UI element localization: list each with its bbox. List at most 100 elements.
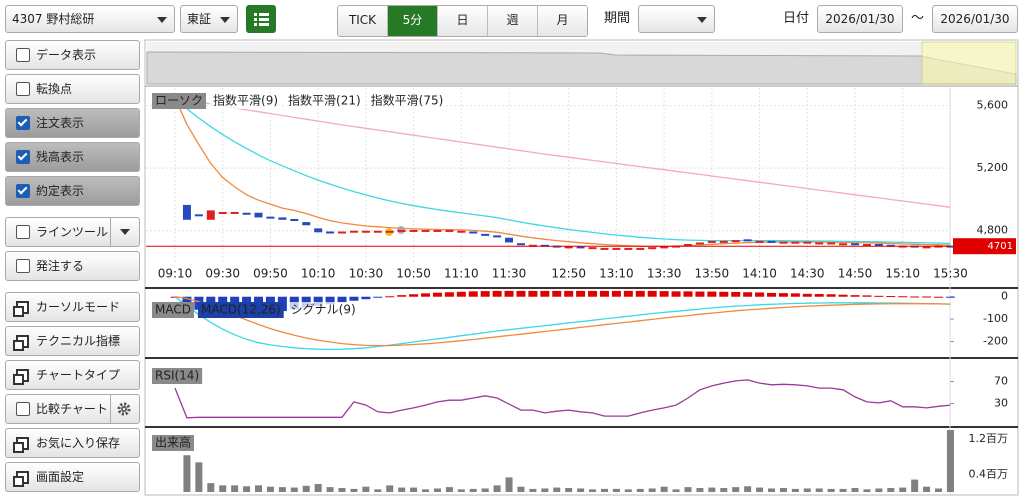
histogram-bar <box>444 292 454 297</box>
y-tick-label: 0.4百万 <box>969 467 1009 480</box>
volume-bar <box>445 487 453 492</box>
symbol-select[interactable]: 4307 野村総研 <box>5 5 175 33</box>
legend-label: 指数平滑(75) <box>371 93 444 108</box>
volume-bar <box>696 488 704 492</box>
menu-label: 約定表示 <box>36 184 85 198</box>
legend-label: MACD(12,26) <box>201 303 281 317</box>
histogram-bar <box>743 292 753 297</box>
candle <box>803 241 812 244</box>
menu-button[interactable]: テクニカル指標 <box>5 326 140 356</box>
legend-box <box>285 93 364 109</box>
series-line <box>174 379 951 419</box>
volume-bar <box>422 489 430 492</box>
candle <box>779 241 788 244</box>
menu-button[interactable]: カーソルモード <box>5 292 140 322</box>
histogram-bar <box>671 291 681 297</box>
histogram-bar <box>755 292 765 297</box>
x-tick-label: 14:10 <box>742 267 777 281</box>
x-tick-label: 14:30 <box>790 267 825 281</box>
candle <box>624 247 633 250</box>
menu-label: 転換点 <box>36 82 73 96</box>
volume-bar <box>541 488 549 492</box>
navigator-window[interactable] <box>921 41 1017 85</box>
volume-bar <box>207 483 215 492</box>
list-button[interactable] <box>246 5 276 33</box>
market-select[interactable]: 東証 <box>180 5 238 33</box>
candle <box>433 229 442 232</box>
histogram-bar <box>647 290 657 297</box>
candle <box>290 219 299 221</box>
tab[interactable]: 週 <box>488 6 538 36</box>
volume-bar <box>362 486 370 492</box>
menu-button[interactable]: 比較チャート <box>5 394 140 424</box>
histogram-bar <box>886 296 896 298</box>
menu-label: 画面設定 <box>36 470 85 484</box>
menu-button[interactable]: ラインツール <box>5 217 140 247</box>
tab[interactable]: 月 <box>538 6 587 36</box>
histogram-bar <box>552 290 562 297</box>
volume-bar <box>266 486 274 492</box>
candle <box>218 211 227 214</box>
histogram-bar <box>516 290 526 297</box>
candle <box>349 230 358 233</box>
period-select[interactable] <box>638 5 715 33</box>
gear-icon[interactable] <box>116 401 132 417</box>
date-to[interactable]: 2026/01/30 <box>932 5 1018 33</box>
candle <box>457 230 466 233</box>
candle <box>576 246 585 249</box>
menu-button[interactable]: 残高表示 <box>5 142 140 172</box>
menu-button[interactable]: 約定表示 <box>5 176 140 206</box>
candle <box>326 231 335 234</box>
volume-bar <box>386 485 394 492</box>
menu-label: ラインツール <box>36 225 109 239</box>
x-tick-label: 11:30 <box>492 267 527 281</box>
menu-button[interactable]: 転換点 <box>5 74 140 104</box>
volume-bar <box>219 485 227 492</box>
volume-bar <box>827 488 835 492</box>
menu-button[interactable]: データ表示 <box>5 40 140 70</box>
candle <box>564 246 573 249</box>
menu-button[interactable]: 画面設定 <box>5 462 140 492</box>
x-tick-label: 10:10 <box>301 267 336 281</box>
candle <box>409 229 418 232</box>
histogram-bar <box>767 292 776 297</box>
tab[interactable]: 日 <box>438 6 488 36</box>
volume-bar <box>517 486 525 492</box>
period-label: 期間 <box>604 11 631 26</box>
candle <box>600 247 609 250</box>
candle <box>254 212 263 218</box>
histogram-bar <box>922 296 932 298</box>
menu-label: データ表示 <box>36 48 97 62</box>
volume-bar <box>469 488 477 492</box>
volume-bar <box>672 489 680 492</box>
y-tick-label: 0 <box>1001 290 1008 303</box>
histogram-bar <box>313 296 323 306</box>
volume-bar <box>648 488 656 492</box>
tab[interactable]: 5分 <box>388 6 438 36</box>
menu-button[interactable]: 発注する <box>5 251 140 281</box>
histogram-bar <box>623 290 633 297</box>
histogram-bar <box>480 291 490 297</box>
histogram-bar <box>349 296 359 301</box>
tab[interactable]: TICK <box>338 6 388 36</box>
candle <box>469 231 478 234</box>
candle <box>767 240 776 243</box>
menu-button[interactable]: チャートタイプ <box>5 360 140 390</box>
menu-label: 発注する <box>36 259 85 273</box>
date-from[interactable]: 2026/01/30 <box>817 5 903 33</box>
menu-button[interactable]: 注文表示 <box>5 108 140 138</box>
x-tick-label: 13:50 <box>695 267 730 281</box>
histogram-bar <box>695 291 705 297</box>
y-tick-label: 30 <box>994 397 1008 410</box>
candle <box>815 242 824 245</box>
histogram-bar <box>850 295 860 297</box>
volume-bar <box>183 455 191 492</box>
volume-bar <box>768 488 775 492</box>
candle <box>636 247 645 250</box>
volume-bar <box>839 488 847 492</box>
candle <box>397 229 406 232</box>
menu-button[interactable]: お気に入り保存 <box>5 428 140 458</box>
volume-bar <box>398 487 406 492</box>
legend-box <box>367 93 447 109</box>
